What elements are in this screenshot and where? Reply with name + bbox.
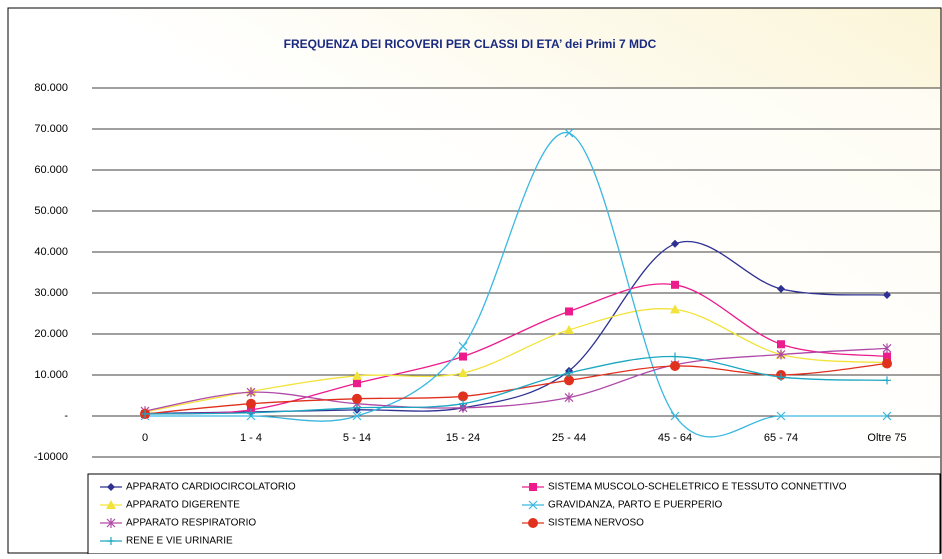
marker bbox=[528, 500, 538, 510]
series-line bbox=[144, 283, 888, 415]
marker bbox=[458, 367, 468, 377]
marker bbox=[670, 411, 680, 421]
marker bbox=[564, 392, 574, 403]
marker bbox=[353, 379, 361, 388]
x-tick-label: 45 - 64 bbox=[658, 432, 692, 444]
series-line bbox=[144, 347, 888, 412]
x-tick-label: Oltre 75 bbox=[867, 432, 906, 444]
y-tick-label: 70.000 bbox=[34, 123, 68, 135]
marker bbox=[459, 352, 467, 361]
marker bbox=[777, 373, 785, 382]
y-tick-label: 20.000 bbox=[34, 328, 68, 340]
y-tick-label: 40.000 bbox=[34, 246, 68, 258]
marker bbox=[777, 340, 785, 349]
marker bbox=[247, 408, 255, 417]
y-tick-label: 80.000 bbox=[34, 82, 68, 94]
chart-title: FREQUENZA DEI RICOVERI PER CLASSI DI ETA… bbox=[284, 37, 657, 51]
marker bbox=[882, 411, 892, 421]
marker bbox=[352, 370, 362, 380]
x-tick-label: 65 - 74 bbox=[764, 432, 798, 444]
marker bbox=[106, 518, 116, 528]
marker bbox=[776, 349, 786, 360]
marker bbox=[458, 391, 468, 402]
series-line bbox=[144, 132, 887, 438]
marker bbox=[882, 358, 892, 369]
marker bbox=[529, 483, 537, 491]
marker bbox=[670, 304, 680, 314]
marker bbox=[883, 352, 891, 361]
marker bbox=[776, 411, 786, 421]
x-tick-label: 25 - 44 bbox=[552, 432, 586, 444]
series-line bbox=[144, 308, 888, 413]
legend-label: APPARATO DIGERENTE bbox=[126, 500, 240, 511]
y-tick-label: 10.000 bbox=[34, 369, 68, 381]
marker bbox=[528, 518, 538, 528]
marker bbox=[564, 128, 574, 138]
marker bbox=[353, 403, 361, 412]
legend-label: RENE E VIE URINARIE bbox=[126, 536, 233, 547]
marker bbox=[565, 307, 573, 316]
marker bbox=[246, 387, 256, 398]
y-tick-label: -10000 bbox=[34, 451, 68, 463]
marker bbox=[883, 291, 891, 300]
marker bbox=[107, 483, 115, 491]
marker bbox=[352, 411, 362, 421]
marker bbox=[458, 341, 468, 351]
marker bbox=[106, 500, 116, 509]
y-tick-label: 50.000 bbox=[34, 205, 68, 217]
marker bbox=[459, 399, 467, 408]
y-tick-label: 30.000 bbox=[34, 287, 68, 299]
y-tick-label: 60.000 bbox=[34, 164, 68, 176]
marker bbox=[671, 280, 679, 289]
marker bbox=[670, 360, 680, 371]
x-tick-label: 1 - 4 bbox=[240, 432, 262, 444]
marker bbox=[246, 398, 256, 409]
x-tick-label: 0 bbox=[142, 432, 148, 444]
legend-label: SISTEMA NERVOSO bbox=[548, 518, 644, 529]
marker bbox=[671, 239, 679, 248]
x-tick-label: 5 - 14 bbox=[343, 432, 371, 444]
marker bbox=[564, 324, 574, 334]
y-tick-label: - bbox=[64, 410, 68, 422]
x-tick-label: 15 - 24 bbox=[446, 432, 480, 444]
marker bbox=[564, 375, 574, 386]
marker bbox=[882, 343, 892, 354]
legend-label: APPARATO CARDIOCIRCOLATORIO bbox=[126, 482, 296, 493]
marker bbox=[107, 537, 115, 545]
marker bbox=[777, 284, 785, 293]
legend-label: APPARATO RESPIRATORIO bbox=[126, 518, 256, 529]
marker bbox=[883, 376, 891, 385]
legend-label: SISTEMA MUSCOLO-SCHELETRICO E TESSUTO CO… bbox=[548, 482, 847, 493]
legend-label: GRAVIDANZA, PARTO E PUERPERIO bbox=[548, 500, 723, 511]
marker bbox=[671, 352, 679, 361]
marker bbox=[352, 393, 362, 404]
marker bbox=[565, 368, 573, 377]
plot-area bbox=[92, 88, 940, 457]
series-line bbox=[144, 355, 888, 415]
marker bbox=[141, 409, 149, 418]
legend-box bbox=[87, 473, 941, 555]
